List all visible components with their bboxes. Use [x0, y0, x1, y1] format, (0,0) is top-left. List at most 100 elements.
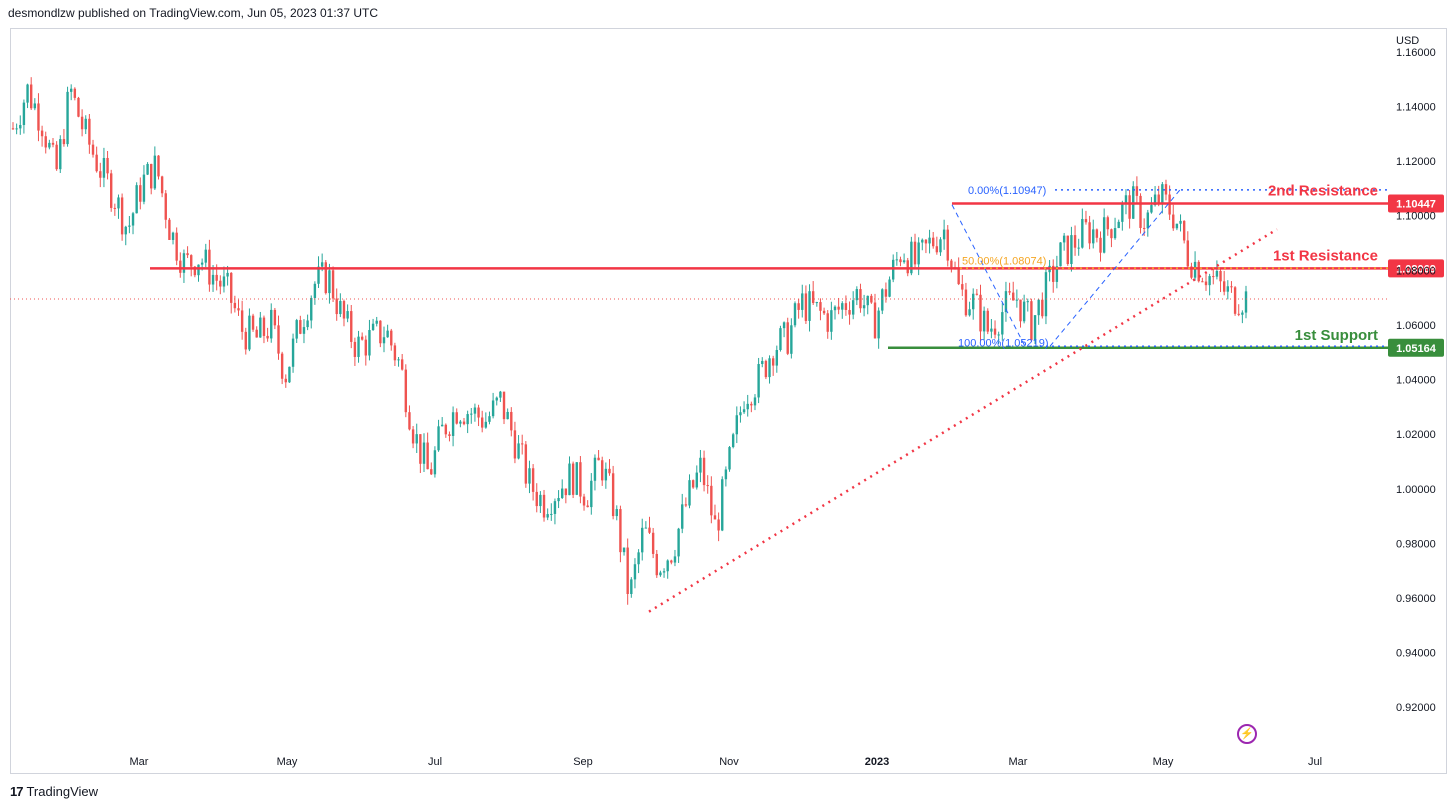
candle-body — [633, 564, 637, 580]
candle-body — [1052, 265, 1055, 282]
candle-body — [1084, 218, 1088, 223]
candle-body — [637, 552, 640, 565]
candle-body — [939, 239, 942, 253]
candle-body — [1208, 276, 1211, 286]
candle-body — [895, 259, 899, 261]
candle-body — [946, 229, 949, 261]
candle-body — [502, 391, 506, 420]
candle-body — [277, 325, 280, 354]
candle-body — [1004, 291, 1008, 313]
candle-body — [204, 249, 207, 263]
candle-body — [626, 547, 629, 595]
candle-body — [677, 528, 680, 557]
candle-body — [506, 411, 509, 420]
candle-body — [651, 532, 655, 554]
candle-body — [899, 259, 902, 263]
candle-body — [1186, 240, 1190, 267]
candle-body — [1022, 301, 1026, 322]
candle-body — [601, 460, 604, 481]
candle-body — [524, 444, 528, 484]
candle-body — [950, 260, 953, 268]
candle-body — [200, 262, 204, 265]
candle-body — [819, 302, 822, 311]
candle-body — [353, 341, 357, 357]
y-tick-label: 0.92000 — [1396, 702, 1436, 714]
level-label: 1st Resistance — [1273, 247, 1378, 264]
y-tick-label: 0.98000 — [1396, 538, 1436, 550]
candle-body — [670, 560, 673, 563]
candle-body — [1073, 235, 1077, 248]
candle-body — [291, 338, 295, 367]
candle-body — [531, 468, 535, 492]
candle-body — [902, 260, 906, 263]
price-tag-label: 1.08069 — [1396, 263, 1436, 275]
candle-body — [521, 443, 524, 445]
price-tag-label: 1.10447 — [1396, 198, 1436, 210]
candle-body — [717, 519, 720, 531]
candle-body — [579, 462, 582, 497]
candle-body — [1055, 266, 1059, 282]
candle-body — [742, 409, 746, 413]
candle-body — [360, 336, 364, 340]
candle-body — [775, 350, 779, 366]
candle-body — [761, 360, 764, 365]
candle-body — [935, 246, 939, 253]
candle-body — [339, 301, 342, 315]
currency-label: USD — [1396, 35, 1419, 47]
candle-body — [331, 270, 335, 299]
candle-body — [233, 302, 237, 309]
candle-body — [641, 527, 644, 553]
x-tick-label: Mar — [130, 756, 149, 768]
candle-body — [870, 295, 873, 303]
candle-body — [975, 293, 979, 295]
candle-body — [317, 266, 320, 284]
candle-body — [517, 443, 520, 459]
candle-body — [786, 322, 789, 354]
candle-body — [150, 163, 153, 189]
candle-body — [488, 416, 491, 422]
candle-body — [611, 473, 615, 517]
candle-body — [302, 327, 306, 334]
lightning-icon[interactable]: ⚡ — [1237, 724, 1257, 744]
candle-body — [48, 142, 51, 148]
candle-body — [1077, 247, 1080, 249]
candle-body — [1215, 270, 1219, 277]
candle-body — [117, 197, 120, 209]
candle-body — [855, 289, 859, 301]
candle-body — [299, 320, 302, 334]
candle-body — [255, 329, 258, 338]
candle-body — [364, 339, 368, 356]
candle-body — [15, 128, 18, 130]
candle-body — [124, 226, 127, 235]
candle-body — [386, 330, 389, 338]
candle-body — [739, 412, 742, 416]
candle-body — [659, 572, 662, 576]
candle-body — [153, 155, 157, 189]
x-tick-label: Jul — [1308, 756, 1322, 768]
candle-body — [608, 468, 611, 474]
candle-body — [1230, 286, 1233, 288]
candle-body — [495, 397, 498, 401]
candle-body — [62, 139, 66, 145]
candle-body — [80, 116, 84, 130]
candle-body — [11, 128, 15, 130]
candle-body — [877, 310, 880, 339]
candle-body — [757, 364, 760, 398]
candle-body — [932, 237, 935, 247]
candle-body — [164, 193, 167, 220]
candle-body — [22, 102, 26, 126]
candle-body — [499, 391, 502, 398]
candle-body — [844, 303, 848, 310]
tradingview-footer[interactable]: 17 TradingView — [10, 784, 98, 799]
candle-body — [921, 239, 924, 243]
candle-body — [404, 369, 408, 413]
candle-body — [1157, 194, 1160, 204]
candle-body — [211, 274, 215, 285]
brand-name: TradingView — [26, 784, 99, 799]
level-label: 2nd Resistance — [1268, 182, 1378, 199]
candle-body — [1044, 272, 1048, 317]
fib-top-label: 0.00%(1.10947) — [968, 185, 1046, 197]
candle-body — [1142, 227, 1146, 229]
x-tick-label: Nov — [719, 756, 739, 768]
